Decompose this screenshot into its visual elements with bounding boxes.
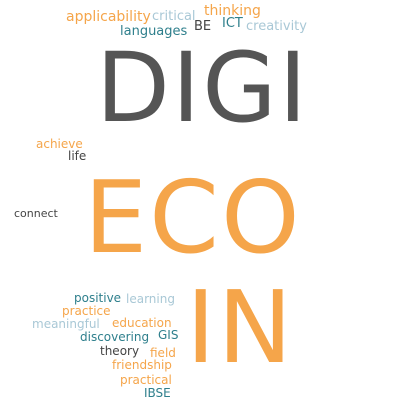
word-learning: learning [126,292,175,306]
word-field: field [150,346,176,360]
word-positive: positive [74,291,122,305]
word-theory: theory [100,344,140,358]
word-discovering: discovering [80,330,150,344]
word-applicability: applicability [66,9,151,25]
word-in: IN [186,269,295,386]
word-languages: languages [120,24,188,39]
word-practice: practice [62,304,111,318]
word-ict: ICT [222,16,243,31]
word-practical: practical [120,373,172,387]
word-education: education [112,316,172,330]
word-meaningful: meaningful [32,317,100,331]
word-be: BE [194,19,212,34]
word-friendship: friendship [112,358,172,372]
word-critical: critical [152,9,196,24]
word-connect: connect [14,207,58,220]
word-digi: DIGI [96,32,309,144]
word-gis: GIS [158,328,179,342]
word-eco: ECO [84,159,302,276]
word-thinking: thinking [204,3,261,19]
word-life: life [68,149,87,163]
word-ibse: IBSE [144,386,171,400]
word-creativity: creativity [246,19,307,34]
word-achieve: achieve [36,137,83,151]
